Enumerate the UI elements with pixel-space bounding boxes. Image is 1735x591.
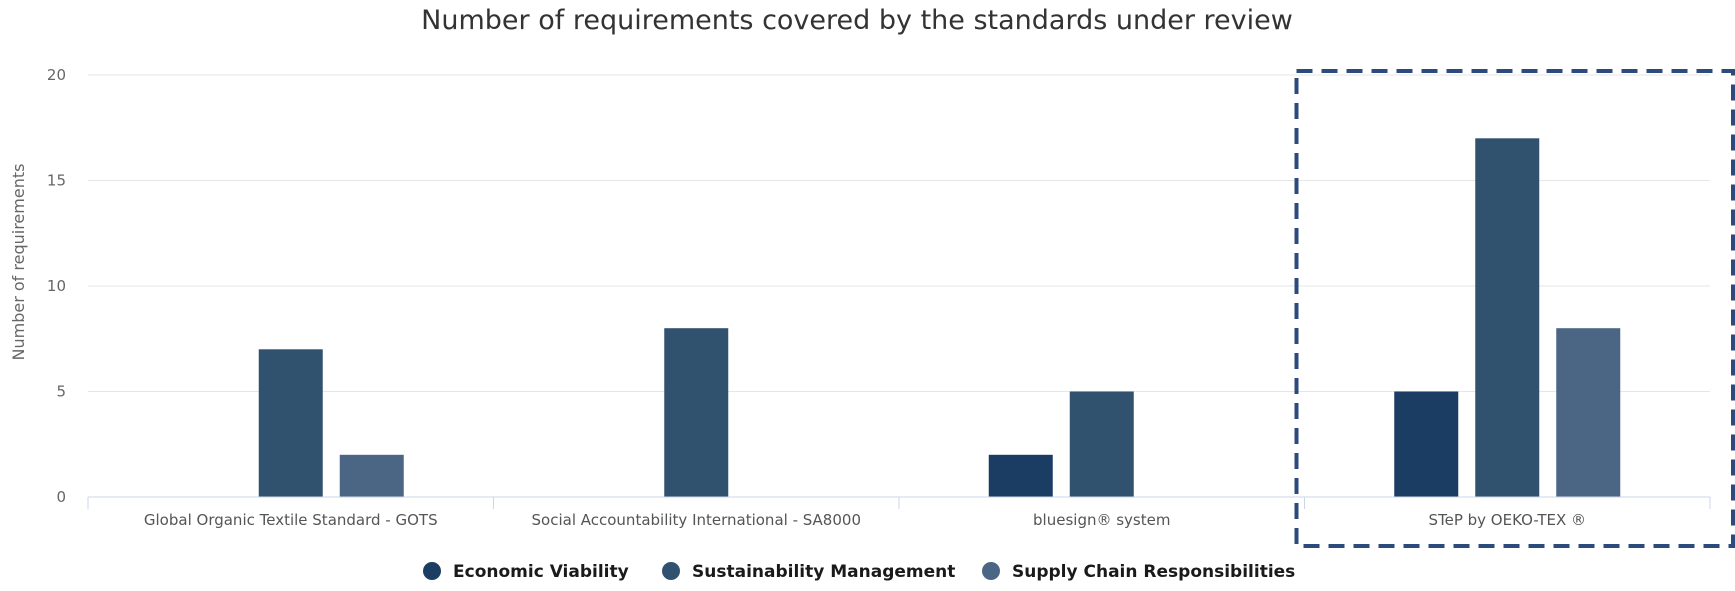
x-tick-label: bluesign® system	[1033, 511, 1170, 529]
legend-label-1: Sustainability Management	[692, 562, 955, 582]
bar-economic-viability-2	[988, 454, 1053, 497]
highlight-box	[1294, 69, 1735, 548]
legend-label-2: Supply Chain Responsibilities	[1012, 562, 1295, 582]
x-tick-label: STeP by OEKO-TEX ®	[1428, 511, 1586, 529]
bar-supply-chain-responsibilities-0	[339, 454, 404, 497]
bar-sustainability-management-2	[1069, 391, 1134, 497]
y-tick-label: 5	[56, 383, 66, 401]
legend: Economic Viability Sustainability Managem…	[423, 562, 1295, 582]
bar-sustainability-management-1	[664, 328, 729, 497]
grid-lines	[88, 74, 1710, 392]
legend-marker-2	[982, 562, 1000, 580]
highlight-dashed-box	[1294, 69, 1735, 548]
y-tick-label: 0	[56, 488, 66, 506]
chart-title: Number of requirements covered by the st…	[421, 5, 1293, 36]
y-axis-label: Number of requirements	[9, 164, 28, 361]
x-axis: Global Organic Textile Standard - GOTS So…	[87, 496, 1711, 529]
bar-economic-viability-3	[1394, 391, 1459, 497]
bar-supply-chain-responsibilities-3	[1556, 328, 1621, 497]
bar-sustainability-management-0	[258, 349, 323, 497]
y-tick-label: 10	[47, 277, 66, 295]
bars	[258, 138, 1621, 498]
bar-sustainability-management-3	[1475, 138, 1540, 498]
legend-marker-1	[662, 562, 680, 580]
legend-label-0: Economic Viability	[453, 562, 629, 582]
y-axis-ticks: 0 5 10 15 20	[47, 66, 66, 506]
x-tick-label: Global Organic Textile Standard - GOTS	[144, 511, 438, 529]
y-tick-label: 15	[47, 172, 66, 190]
legend-marker-0	[423, 562, 441, 580]
x-tick-label: Social Accountability International - SA…	[532, 511, 861, 529]
y-tick-label: 20	[47, 66, 66, 84]
